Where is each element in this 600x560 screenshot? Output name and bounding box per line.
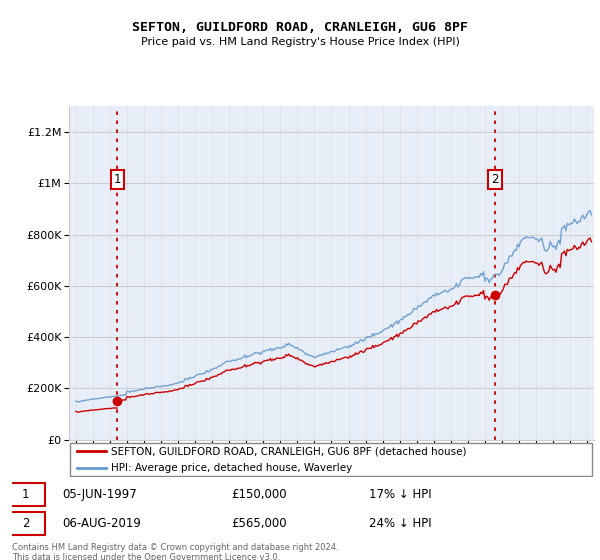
Text: 1: 1 bbox=[22, 488, 29, 501]
Text: £150,000: £150,000 bbox=[231, 488, 287, 501]
FancyBboxPatch shape bbox=[6, 512, 46, 535]
Text: SEFTON, GUILDFORD ROAD, CRANLEIGH, GU6 8PF: SEFTON, GUILDFORD ROAD, CRANLEIGH, GU6 8… bbox=[132, 21, 468, 34]
FancyBboxPatch shape bbox=[70, 443, 592, 477]
Text: 2: 2 bbox=[22, 517, 29, 530]
Text: 17% ↓ HPI: 17% ↓ HPI bbox=[369, 488, 432, 501]
Text: 2: 2 bbox=[491, 173, 499, 186]
Text: £565,000: £565,000 bbox=[231, 517, 287, 530]
Text: SEFTON, GUILDFORD ROAD, CRANLEIGH, GU6 8PF (detached house): SEFTON, GUILDFORD ROAD, CRANLEIGH, GU6 8… bbox=[111, 446, 467, 456]
Text: Price paid vs. HM Land Registry's House Price Index (HPI): Price paid vs. HM Land Registry's House … bbox=[140, 37, 460, 47]
Text: HPI: Average price, detached house, Waverley: HPI: Average price, detached house, Wave… bbox=[111, 463, 352, 473]
Text: Contains HM Land Registry data © Crown copyright and database right 2024.
This d: Contains HM Land Registry data © Crown c… bbox=[12, 543, 338, 560]
FancyBboxPatch shape bbox=[6, 483, 46, 506]
Text: 05-JUN-1997: 05-JUN-1997 bbox=[62, 488, 137, 501]
Text: 24% ↓ HPI: 24% ↓ HPI bbox=[369, 517, 432, 530]
Text: 06-AUG-2019: 06-AUG-2019 bbox=[62, 517, 142, 530]
Text: 1: 1 bbox=[113, 173, 121, 186]
